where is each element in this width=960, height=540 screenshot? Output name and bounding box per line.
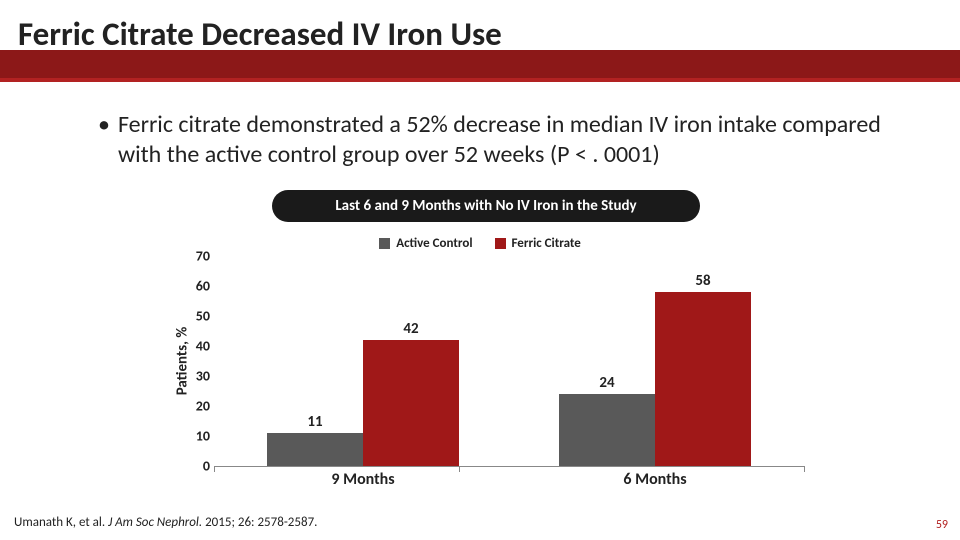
bullet-dot-icon: • (98, 110, 110, 170)
legend-item-active-control: Active Control (379, 236, 472, 251)
citation-journal: J Am Soc Nephrol. (108, 515, 202, 530)
x-tick (459, 466, 460, 472)
category-label: 9 Months (267, 470, 459, 489)
y-tick: 60 (186, 278, 210, 295)
category-label: 6 Months (559, 470, 751, 489)
legend-item-ferric-citrate: Ferric Citrate (495, 236, 581, 251)
y-tick: 20 (186, 398, 210, 415)
legend-swatch-icon (495, 238, 506, 249)
bullet: • Ferric citrate demonstrated a 52% decr… (98, 110, 898, 170)
legend-swatch-icon (379, 238, 390, 249)
plot-area: 01020304050607011429 Months24586 Months (214, 256, 804, 466)
slide: Ferric Citrate Decreased IV Iron Use • F… (0, 0, 960, 540)
legend: Active Control Ferric Citrate (0, 236, 960, 251)
y-tick: 0 (186, 458, 210, 475)
y-tick: 10 (186, 428, 210, 445)
bar-value-label: 24 (559, 374, 655, 392)
bar: 11 (267, 433, 363, 466)
citation-author: Umanath K, et al. (14, 515, 108, 530)
bar-value-label: 58 (655, 272, 751, 290)
y-tick: 70 (186, 248, 210, 265)
bar: 24 (559, 394, 655, 466)
y-tick: 40 (186, 338, 210, 355)
x-axis (214, 466, 804, 467)
chart-title-text: Last 6 and 9 Months with No IV Iron in t… (335, 197, 636, 215)
header-accent (0, 78, 960, 82)
bar: 58 (655, 292, 751, 466)
bar-chart: Patients, % 01020304050607011429 Months2… (178, 256, 818, 492)
header-bg (0, 50, 960, 80)
legend-label: Active Control (396, 236, 472, 251)
bar-value-label: 42 (363, 320, 459, 338)
bar: 42 (363, 340, 459, 466)
citation: Umanath K, et al. J Am Soc Nephrol. 2015… (14, 515, 317, 530)
y-tick: 30 (186, 368, 210, 385)
x-tick (214, 466, 215, 472)
page-number: 59 (936, 518, 948, 532)
bullet-text: Ferric citrate demonstrated a 52% decrea… (118, 110, 898, 170)
x-tick (804, 466, 805, 472)
citation-rest: 2015; 26: 2578-2587. (202, 515, 317, 530)
chart-title-pill: Last 6 and 9 Months with No IV Iron in t… (272, 190, 700, 222)
legend-label: Ferric Citrate (512, 236, 581, 251)
page-title: Ferric Citrate Decreased IV Iron Use (18, 14, 502, 54)
bar-value-label: 11 (267, 413, 363, 431)
y-tick: 50 (186, 308, 210, 325)
